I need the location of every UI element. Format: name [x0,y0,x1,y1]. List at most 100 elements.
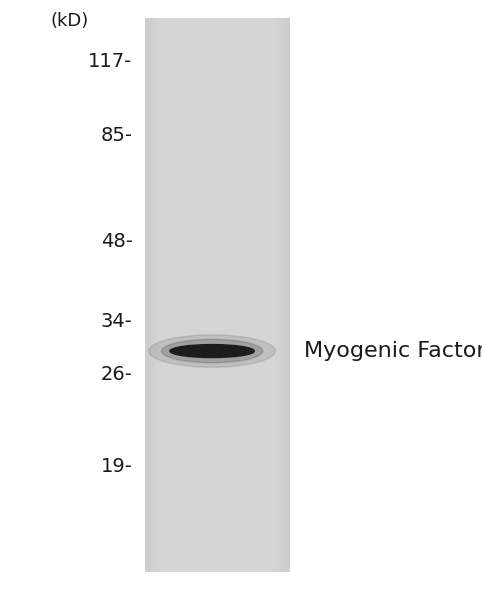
Bar [216,18,217,572]
Bar [258,18,259,572]
Bar [170,18,172,572]
Bar [197,18,198,572]
Bar [201,18,203,572]
Bar [251,18,253,572]
Bar [212,18,214,572]
Bar [235,18,237,572]
Bar [256,18,258,572]
Bar [281,18,282,572]
Bar [219,18,221,572]
Bar [247,18,249,572]
Bar [252,18,254,572]
Text: 19-: 19- [101,457,133,476]
Bar [227,18,228,572]
Bar [158,18,160,572]
Bar [150,18,152,572]
Text: 34-: 34- [101,312,133,331]
Bar [266,18,268,572]
Bar [259,18,261,572]
Bar [202,18,204,572]
Bar [149,18,151,572]
Text: Myogenic Factor 5: Myogenic Factor 5 [304,341,482,361]
Bar [279,18,280,572]
Bar [145,18,147,572]
Bar [210,18,211,572]
Bar [217,18,218,572]
Bar [200,18,202,572]
Bar [285,18,287,572]
Bar [213,18,215,572]
Bar [166,18,168,572]
Bar [146,18,147,572]
Bar [181,18,182,572]
Text: 26-: 26- [101,365,133,384]
Bar [271,18,273,572]
Bar [284,18,286,572]
Bar [244,18,246,572]
Bar [276,18,278,572]
Bar [157,18,158,572]
Text: 85-: 85- [101,126,133,145]
Bar [287,18,288,572]
Bar [174,18,176,572]
Bar [208,18,210,572]
Bar [223,18,225,572]
Bar [236,18,238,572]
Bar [221,18,222,572]
Bar [164,18,166,572]
Bar [168,18,169,572]
Bar [261,18,263,572]
Bar [162,18,164,572]
Bar [268,18,269,572]
Bar [195,18,197,572]
Bar [254,18,256,572]
Bar [260,18,262,572]
Bar [275,18,276,572]
Bar [218,18,220,572]
Bar [272,18,274,572]
Bar [206,18,208,572]
Bar [246,18,248,572]
Bar [159,18,161,572]
Bar [280,18,281,572]
Bar [264,18,266,572]
Bar [152,18,154,572]
Bar [237,18,239,572]
Bar [239,18,241,572]
Bar [282,18,283,572]
Bar [179,18,181,572]
Bar [243,18,245,572]
Bar [242,18,244,572]
Bar [241,18,242,572]
Bar [194,18,196,572]
Bar [240,18,241,572]
Bar [155,18,157,572]
Bar [224,18,226,572]
Bar [226,18,227,572]
Bar [191,18,193,572]
Bar [176,18,178,572]
Bar [169,18,171,572]
Text: (kD): (kD) [51,12,89,30]
Bar [205,18,206,572]
Bar [228,18,229,572]
Bar [177,18,179,572]
Bar [283,18,285,572]
Bar [277,18,279,572]
Bar [232,18,234,572]
Bar [265,18,267,572]
Ellipse shape [161,339,263,363]
Bar [173,18,174,572]
Bar [263,18,264,572]
Bar [174,18,175,572]
Bar [198,18,200,572]
Bar [187,18,188,572]
Bar [148,18,150,572]
Bar [250,18,251,572]
Bar [248,18,250,572]
Bar [270,18,271,572]
Bar [255,18,257,572]
Bar [253,18,254,572]
Bar [207,18,209,572]
Bar [229,18,230,572]
